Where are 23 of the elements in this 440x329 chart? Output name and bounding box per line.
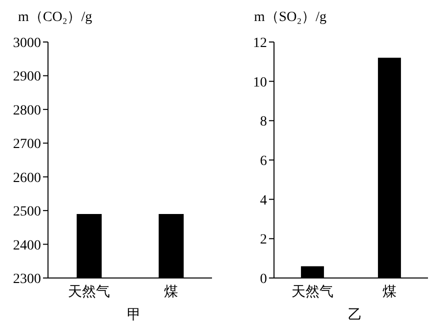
y-tick-label: 8: [260, 114, 267, 130]
y-tick-label: 6: [260, 154, 267, 169]
y-tick-label: 2700: [13, 137, 41, 152]
y-tick-label: 3000: [13, 36, 41, 51]
x-tick-label: 煤: [164, 284, 178, 300]
y-tick-label: 2500: [13, 204, 41, 220]
x-axis-title: 甲: [126, 307, 142, 324]
y-tick-label: 2300: [13, 272, 41, 287]
y-tick-label: 0: [260, 272, 267, 287]
y-tick-label: 12: [253, 36, 267, 51]
y-axis-title: m（SO₂）/g: [254, 9, 327, 26]
y-axis-title: m（CO₂）/g: [18, 9, 92, 26]
y-tick-label: 2800: [13, 103, 41, 118]
y-tick-label: 2600: [13, 170, 41, 186]
x-tick-label: 天然气: [292, 284, 334, 300]
x-tick-label: 天然气: [68, 284, 110, 300]
x-tick-label: 煤: [382, 284, 396, 300]
y-tick-label: 10: [253, 75, 267, 90]
y-tick-label: 2900: [13, 70, 41, 85]
y-tick-label: 4: [260, 193, 267, 208]
x-axis-title: 乙: [347, 307, 363, 324]
y-tick-label: 2400: [13, 238, 41, 254]
y-tick-label: 2: [260, 232, 267, 248]
